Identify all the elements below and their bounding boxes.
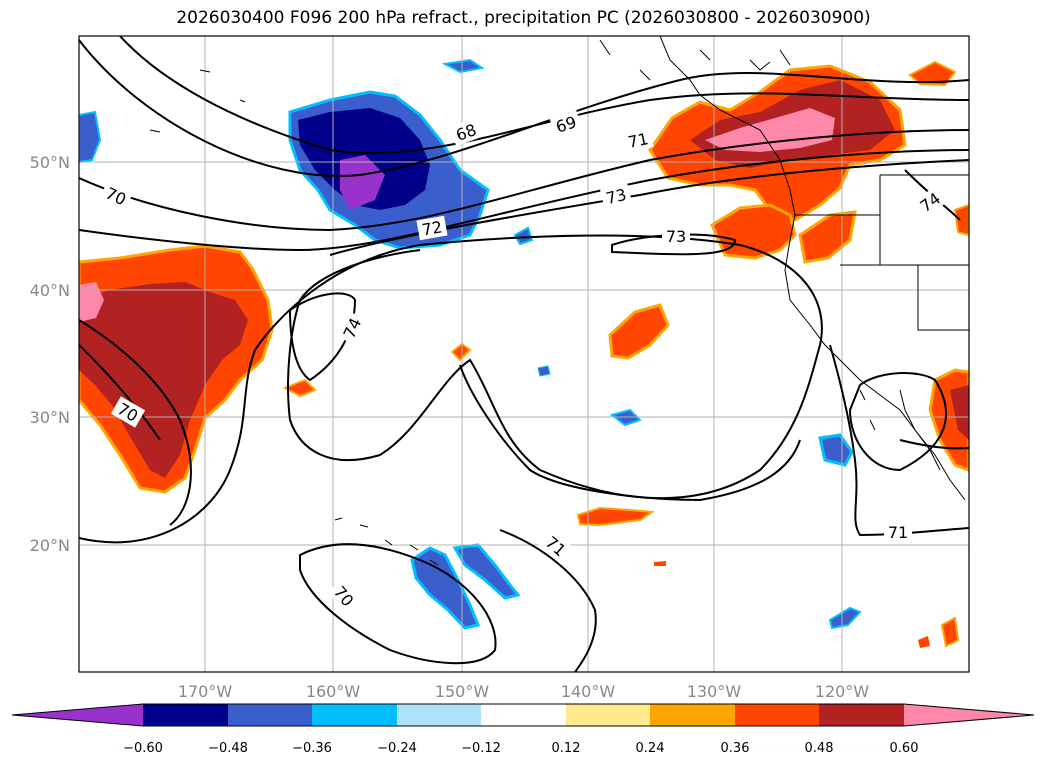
lon-tick-label: 130°W [687, 682, 742, 701]
coastlines [149, 36, 969, 566]
contour-label: 73 [604, 185, 628, 208]
map-border [78, 35, 970, 673]
contour-label: 71 [888, 523, 908, 542]
longitude-axis: 170°W 160°W 150°W 140°W 130°W 120°W [178, 682, 870, 701]
colorbar-tick-label: −0.24 [377, 741, 417, 756]
lon-tick-label: 150°W [435, 682, 490, 701]
colorbar-outline [11, 703, 1035, 727]
colorbar-swatch [819, 704, 904, 726]
colorbar-tick-label: 0.12 [552, 741, 581, 756]
colorbar-tick-label: 0.24 [636, 741, 665, 756]
contour-label: 71 [626, 129, 650, 152]
colorbar-extend-high [904, 704, 1034, 726]
latitude-axis: 50°N 40°N 30°N 20°N [30, 153, 70, 555]
colorbar-tick-label: 0.60 [890, 741, 919, 756]
colorbar-swatch [228, 704, 312, 726]
lat-tick-label: 40°N [30, 281, 70, 300]
colorbar-swatch [566, 704, 650, 726]
lat-tick-label: 30°N [30, 408, 70, 427]
colorbar-swatch [735, 704, 819, 726]
colorbar-tick-label: 0.36 [721, 741, 750, 756]
lon-tick-label: 160°W [306, 682, 361, 701]
colorbar-tick-label: −0.48 [208, 741, 248, 756]
lat-tick-label: 50°N [30, 153, 70, 172]
colorbar-extend-low [12, 704, 143, 726]
colorbar-swatch [312, 704, 397, 726]
colorbar-swatch [143, 704, 228, 726]
colorbar-tick-label: −0.12 [461, 741, 501, 756]
lon-tick-label: 120°W [815, 682, 870, 701]
colorbar-swatch [397, 704, 481, 726]
colorbar-tick-label: −0.60 [123, 741, 163, 756]
contour-label: 72 [420, 217, 443, 239]
colorbar-tick-label: 0.48 [805, 741, 834, 756]
colorbar-swatch [650, 704, 735, 726]
colorbar-swatch [481, 704, 566, 726]
contour-label: 73 [666, 227, 686, 246]
lon-tick-label: 170°W [178, 682, 233, 701]
refractivity-contours [79, 36, 969, 672]
lon-tick-label: 140°W [561, 682, 616, 701]
colorbar-tick-label: −0.36 [292, 741, 332, 756]
lat-tick-label: 20°N [30, 536, 70, 555]
colorbar [11, 703, 1035, 727]
map-title: 2026030400 F096 200 hPa refract., precip… [176, 8, 871, 28]
colorbar-labels: −0.60 −0.48 −0.36 −0.24 −0.12 0.12 0.24 … [123, 741, 918, 756]
map-area [79, 36, 969, 672]
